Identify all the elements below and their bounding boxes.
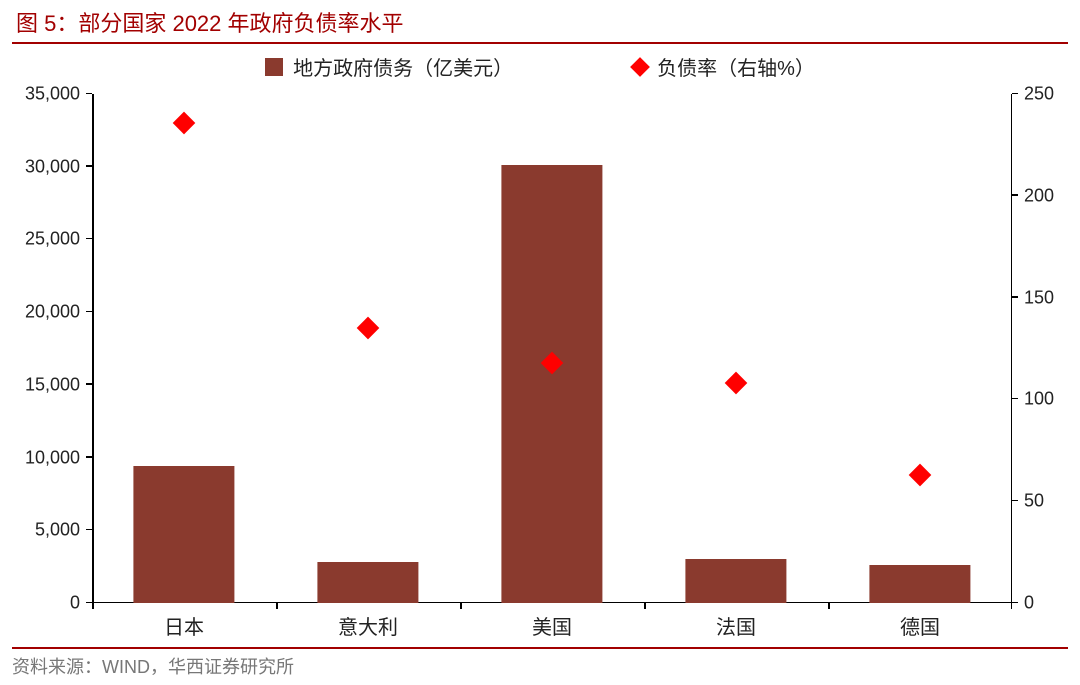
chart-source: 资料来源：WIND，华西证券研究所: [12, 647, 1068, 679]
legend-bar-label: 地方政府债务（亿美元）: [293, 52, 513, 81]
x-tickmark: [1011, 603, 1013, 609]
y-right-tickmark: [1012, 296, 1018, 298]
bar: [685, 559, 786, 603]
category-label: 日本: [92, 603, 276, 640]
x-tickmark: [276, 603, 278, 609]
bar: [869, 565, 970, 603]
chart-container: 地方政府债务（亿美元） 负债率（右轴%） 0 5,000 10,000 15,000 2…: [12, 44, 1068, 643]
legend-marker-label: 负债率（右轴%）: [657, 52, 815, 81]
y-left-tickmark: [86, 529, 92, 531]
y-right-tickmark: [1012, 194, 1018, 196]
x-tickmark: [460, 603, 462, 609]
category-slot: 法国: [644, 94, 828, 603]
y-axis-right: 050100150200250: [1016, 94, 1068, 603]
category-container: 日本意大利美国法国德国: [92, 94, 1012, 603]
y-axis-left: 05,00010,00015,00020,00025,00030,00035,0…: [12, 94, 88, 603]
y-right-tick: 250: [1016, 84, 1068, 105]
legend-diamond-swatch: [630, 57, 650, 77]
y-left-tick: 25,000: [12, 229, 88, 250]
y-right-tickmark: [1012, 398, 1018, 400]
chart-legend: 地方政府债务（亿美元） 负债率（右轴%）: [12, 44, 1068, 91]
legend-bar-swatch: [265, 58, 283, 76]
y-left-tickmark: [86, 602, 92, 604]
legend-marker: 负债率（右轴%）: [633, 52, 815, 81]
category-slot: 意大利: [276, 94, 460, 603]
bar: [501, 165, 602, 603]
y-left-tickmark: [86, 456, 92, 458]
source-text: 资料来源：WIND，华西证券研究所: [12, 657, 294, 677]
x-tickmark: [92, 603, 94, 609]
y-left-tickmark: [86, 238, 92, 240]
y-left-tickmark: [86, 93, 92, 95]
y-left-tick: 0: [12, 593, 88, 614]
bar: [133, 466, 234, 603]
chart-header: 图 5：部分国家 2022 年政府负债率水平: [12, 0, 1068, 44]
category-label: 法国: [644, 603, 828, 640]
legend-bar: 地方政府债务（亿美元）: [265, 52, 513, 81]
plot-area: 日本意大利美国法国德国: [92, 94, 1012, 603]
category-slot: 美国: [460, 94, 644, 603]
y-right-tickmark: [1012, 602, 1018, 604]
category-label: 意大利: [276, 603, 460, 640]
bar: [317, 562, 418, 603]
y-right-tick: 0: [1016, 593, 1068, 614]
diamond-marker: [357, 317, 380, 340]
y-left-tick: 30,000: [12, 156, 88, 177]
x-tickmark: [644, 603, 646, 609]
y-left-tick: 5,000: [12, 520, 88, 541]
diamond-marker: [173, 111, 196, 134]
category-label: 德国: [828, 603, 1012, 640]
y-left-tickmark: [86, 383, 92, 385]
diamond-marker: [725, 372, 748, 395]
y-left-tick: 35,000: [12, 84, 88, 105]
category-slot: 德国: [828, 94, 1012, 603]
chart-title: 图 5：部分国家 2022 年政府负债率水平: [16, 6, 404, 38]
y-right-tick: 50: [1016, 491, 1068, 512]
category-label: 美国: [460, 603, 644, 640]
diamond-marker: [909, 463, 932, 486]
y-right-tick: 150: [1016, 287, 1068, 308]
x-tickmark: [828, 603, 830, 609]
y-right-tick: 200: [1016, 185, 1068, 206]
y-right-tick: 100: [1016, 389, 1068, 410]
y-right-tickmark: [1012, 500, 1018, 502]
y-left-tickmark: [86, 311, 92, 313]
y-right-tickmark: [1012, 93, 1018, 95]
y-left-tick: 20,000: [12, 302, 88, 323]
y-left-tick: 10,000: [12, 447, 88, 468]
category-slot: 日本: [92, 94, 276, 603]
y-left-tickmark: [86, 165, 92, 167]
y-left-tick: 15,000: [12, 374, 88, 395]
